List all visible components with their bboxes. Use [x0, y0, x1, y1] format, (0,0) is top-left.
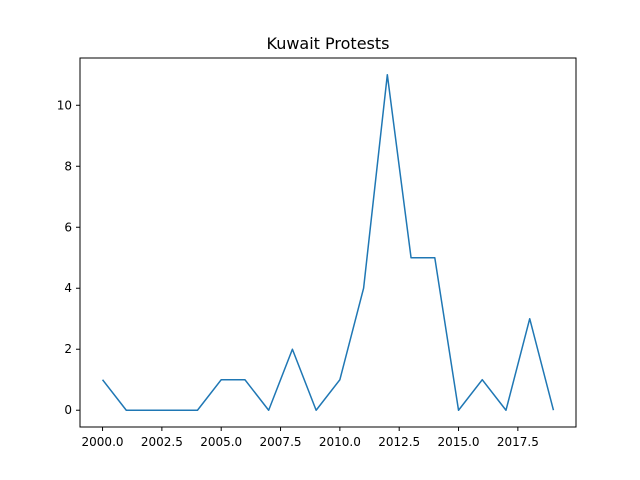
y-tick-label: 8 — [64, 159, 72, 173]
x-tick-label: 2012.5 — [378, 435, 420, 449]
y-tick-label: 2 — [64, 342, 72, 356]
plot-frame — [79, 57, 577, 428]
series-line — [101, 74, 555, 411]
y-tick-label: 0 — [64, 403, 72, 417]
y-tick-label: 4 — [64, 281, 72, 295]
y-tick-label: 6 — [64, 220, 72, 234]
x-axis: 2000.0 2002.5 2005.0 2007.5 2010.0 2012.5 2015… — [82, 427, 539, 449]
y-axis: 0 2 4 6 8 10 — [57, 98, 80, 417]
x-tick-label: 2000.0 — [82, 435, 124, 449]
x-tick-label: 2010.0 — [319, 435, 361, 449]
y-tick-label: 10 — [57, 98, 72, 112]
x-tick-label: 2005.0 — [200, 435, 242, 449]
x-tick-label: 2002.5 — [141, 435, 183, 449]
chart-title: Kuwait Protests — [267, 34, 390, 53]
x-tick-label: 2017.5 — [497, 435, 539, 449]
x-tick-label: 2015.0 — [438, 435, 480, 449]
x-tick-label: 2007.5 — [260, 435, 302, 449]
plot-area — [101, 74, 555, 411]
